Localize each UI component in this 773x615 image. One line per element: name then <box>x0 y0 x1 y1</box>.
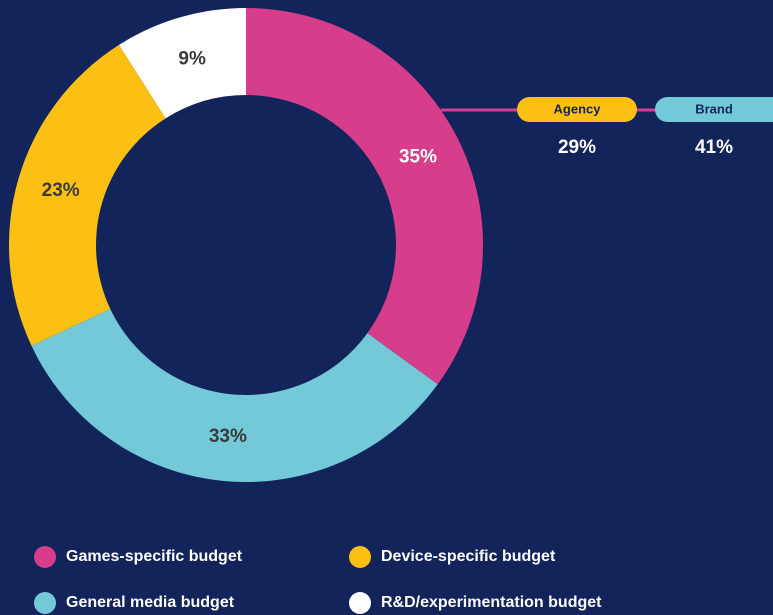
donut-segment <box>31 308 438 483</box>
segment-label: 33% <box>209 426 247 447</box>
legend-swatch <box>349 592 371 614</box>
breakdown-pill <box>655 97 773 122</box>
legend-swatch <box>34 546 56 568</box>
donut-segment <box>9 44 166 346</box>
donut-segment <box>246 8 483 385</box>
breakdown-pill <box>517 97 637 122</box>
breakdown-label: Brand <box>695 101 733 116</box>
segment-label: 23% <box>42 180 80 201</box>
segment-label: 9% <box>178 49 206 70</box>
legend-label: R&D/experimentation budget <box>381 594 602 611</box>
legend-label: General media budget <box>66 594 235 611</box>
legend-label: Games-specific budget <box>66 548 243 565</box>
legend-swatch <box>34 592 56 614</box>
breakdown-label: Agency <box>554 101 602 116</box>
breakdown-value: 29% <box>558 137 596 158</box>
donut-segment <box>119 8 246 119</box>
legend-label: Device-specific budget <box>381 548 556 565</box>
segment-label: 35% <box>399 146 437 167</box>
breakdown-value: 41% <box>695 137 733 158</box>
legend-swatch <box>349 546 371 568</box>
